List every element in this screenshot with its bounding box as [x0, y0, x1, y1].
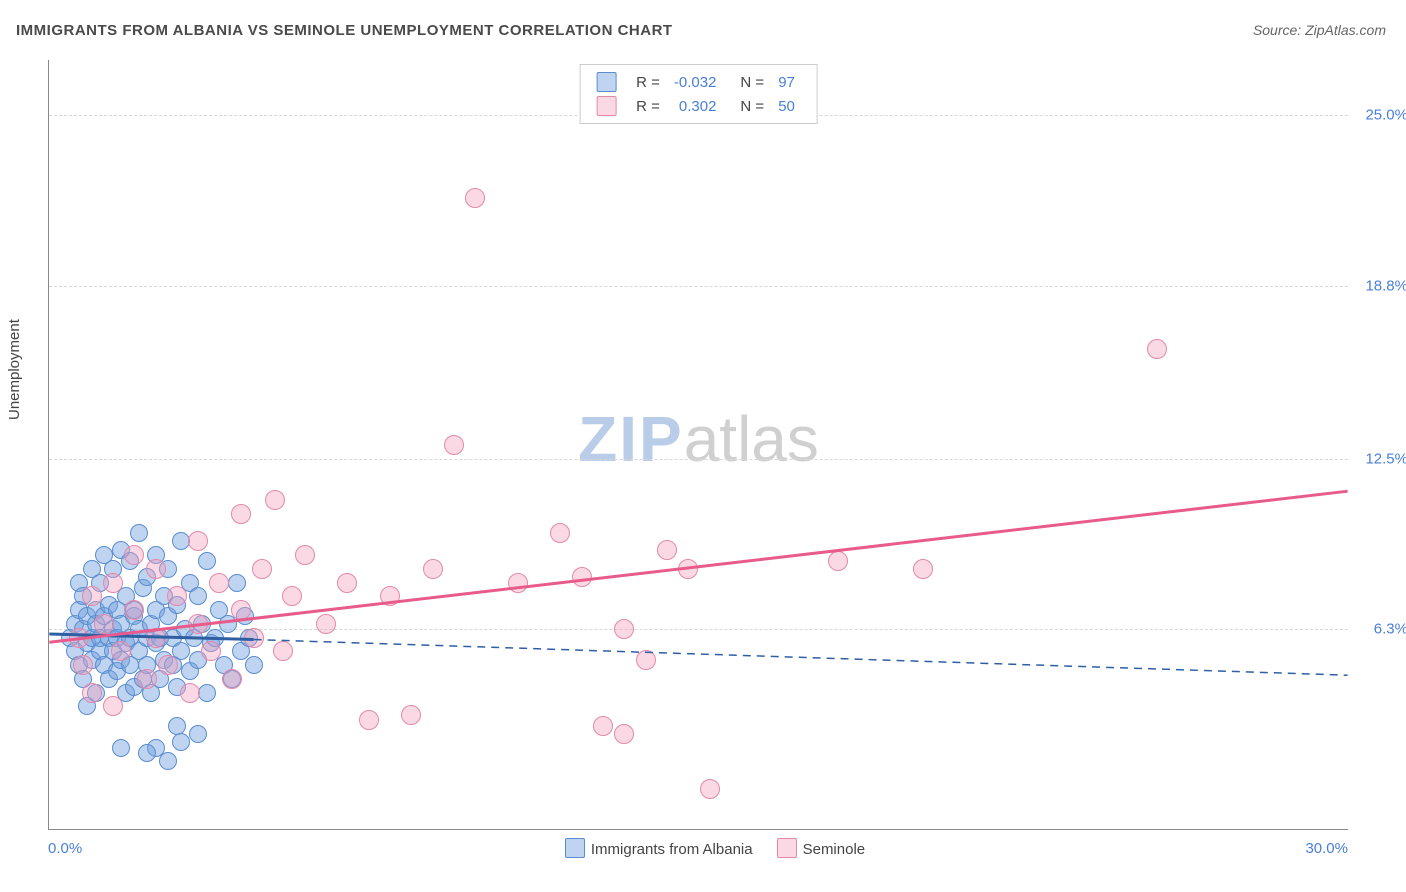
albania-point [112, 739, 130, 757]
seminole-point [465, 188, 485, 208]
watermark: ZIPatlas [578, 402, 819, 476]
seminole-point [73, 655, 93, 675]
correlation-legend: R =-0.032N =97R =0.302N =50 [579, 64, 818, 124]
seminole-point [282, 586, 302, 606]
seminole-point [188, 614, 208, 634]
y-tick-label: 25.0% [1353, 107, 1406, 124]
legend-swatch [565, 838, 585, 858]
seminole-point [103, 573, 123, 593]
legend-row: R =-0.032N =97 [590, 71, 801, 93]
albania-point [159, 752, 177, 770]
seminole-point [423, 559, 443, 579]
seminole-point [273, 641, 293, 661]
albania-point [189, 587, 207, 605]
legend-r-symbol: R = [630, 71, 666, 93]
seminole-point [678, 559, 698, 579]
albania-point [172, 733, 190, 751]
seminole-point [828, 551, 848, 571]
seminole-point [508, 573, 528, 593]
seminole-point [222, 669, 242, 689]
seminole-point [913, 559, 933, 579]
legend-r-symbol: R = [630, 95, 666, 117]
legend-swatch [596, 72, 616, 92]
seminole-point [111, 641, 131, 661]
seminole-point [146, 628, 166, 648]
legend-label: Immigrants from Albania [591, 841, 753, 858]
seminole-point [146, 559, 166, 579]
seminole-point [124, 600, 144, 620]
legend-r-value: 0.302 [668, 95, 723, 117]
albania-point [245, 656, 263, 674]
seminole-point [593, 716, 613, 736]
seminole-point [550, 523, 570, 543]
chart-title: IMMIGRANTS FROM ALBANIA VS SEMINOLE UNEM… [16, 22, 673, 39]
seminole-point [180, 683, 200, 703]
seminole-point [252, 559, 272, 579]
seminole-point [201, 641, 221, 661]
legend-n-symbol: N = [724, 95, 770, 117]
seminole-point [82, 586, 102, 606]
seminole-point [231, 600, 251, 620]
seminole-point [137, 669, 157, 689]
seminole-point [316, 614, 336, 634]
seminole-point [188, 531, 208, 551]
albania-point [198, 684, 216, 702]
seminole-point [94, 614, 114, 634]
albania-point [228, 574, 246, 592]
seminole-point [209, 573, 229, 593]
albania-point [198, 552, 216, 570]
legend-n-symbol: N = [724, 71, 770, 93]
y-tick-label: 18.8% [1353, 277, 1406, 294]
seminole-point [82, 683, 102, 703]
albania-point [189, 725, 207, 743]
seminole-point [444, 435, 464, 455]
gridline [49, 459, 1348, 460]
scatter-plot: ZIPatlas R =-0.032N =97R =0.302N =50 6.3… [48, 60, 1348, 830]
legend-swatch [596, 96, 616, 116]
seminole-point [265, 490, 285, 510]
seminole-point [700, 779, 720, 799]
y-axis-label: Unemployment [6, 319, 23, 420]
legend-r-value: -0.032 [668, 71, 723, 93]
seminole-point [401, 705, 421, 725]
seminole-point [69, 628, 89, 648]
y-tick-label: 12.5% [1353, 450, 1406, 467]
y-tick-label: 6.3% [1353, 621, 1406, 638]
seminole-point [380, 586, 400, 606]
albania-point [168, 717, 186, 735]
legend-swatch [777, 838, 797, 858]
legend-label: Seminole [803, 841, 866, 858]
seminole-point [614, 724, 634, 744]
series-legend: Immigrants from Albania Seminole [0, 838, 1406, 858]
seminole-point [572, 567, 592, 587]
seminole-point [636, 650, 656, 670]
seminole-point [167, 586, 187, 606]
seminole-point [124, 545, 144, 565]
seminole-point [158, 655, 178, 675]
gridline [49, 286, 1348, 287]
legend-row: R =0.302N =50 [590, 95, 801, 117]
seminole-point [244, 628, 264, 648]
seminole-point [359, 710, 379, 730]
seminole-point [295, 545, 315, 565]
source-attribution: Source: ZipAtlas.com [1253, 22, 1386, 38]
seminole-point [657, 540, 677, 560]
albania-point [138, 744, 156, 762]
seminole-point [103, 696, 123, 716]
trend-lines [49, 60, 1348, 829]
seminole-point [337, 573, 357, 593]
albania-point [130, 524, 148, 542]
legend-n-value: 97 [772, 71, 801, 93]
seminole-point [614, 619, 634, 639]
seminole-point [231, 504, 251, 524]
legend-n-value: 50 [772, 95, 801, 117]
seminole-point [1147, 339, 1167, 359]
